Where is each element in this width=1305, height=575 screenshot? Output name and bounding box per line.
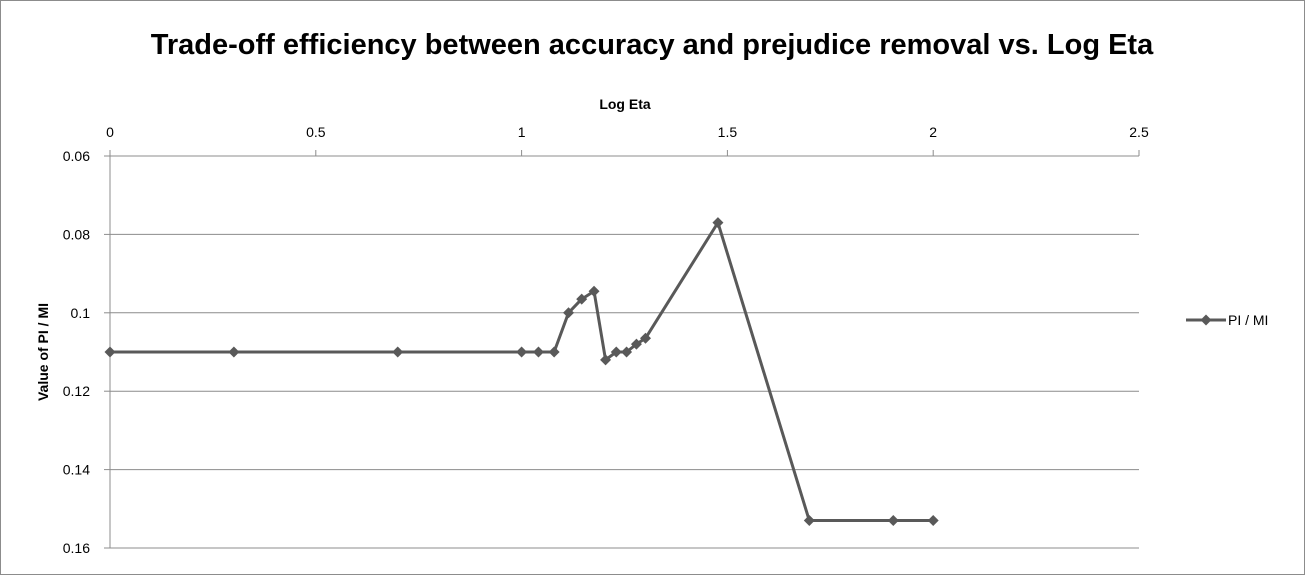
x-tick-label: 0 xyxy=(106,124,114,140)
data-point xyxy=(588,285,600,297)
data-point xyxy=(548,346,560,358)
legend-label: PI / MI xyxy=(1228,312,1268,328)
x-tick-label: 1 xyxy=(518,124,526,140)
data-point xyxy=(228,346,240,358)
series-line xyxy=(110,221,934,523)
data-point xyxy=(516,346,528,358)
legend-marker xyxy=(1200,314,1212,326)
data-point xyxy=(712,217,724,229)
data-point xyxy=(887,515,899,527)
data-point xyxy=(639,332,651,344)
data-point xyxy=(392,346,404,358)
legend: PI / MI xyxy=(1186,312,1268,328)
data-point xyxy=(600,354,612,366)
axes xyxy=(104,150,1140,549)
data-point xyxy=(576,293,588,305)
data-point xyxy=(621,346,633,358)
x-tick-label: 2 xyxy=(929,124,937,140)
x-tick-label: 1.5 xyxy=(718,124,738,140)
x-tick-label: 0.5 xyxy=(306,124,326,140)
data-point xyxy=(630,338,642,350)
y-tick-label: 0.14 xyxy=(63,462,90,478)
gridlines xyxy=(110,155,1139,549)
y-axis-title: Value of PI / MI xyxy=(35,303,51,401)
x-tick-label: 2.5 xyxy=(1129,124,1149,140)
data-point xyxy=(927,515,939,527)
y-tick-label: 0.06 xyxy=(63,148,90,164)
data-point xyxy=(104,346,116,358)
data-point xyxy=(610,346,622,358)
y-tick-label: 0.16 xyxy=(63,540,90,556)
data-point xyxy=(563,307,575,319)
tick-labels: 0.06 0.08 0.1 0.12 0.14 0.16 0 0.5 1 1.5 2 2.5 xyxy=(63,124,1149,556)
data-point xyxy=(532,346,544,358)
chart-title: Trade-off efficiency between accuracy an… xyxy=(151,29,1154,61)
y-tick-label: 0.12 xyxy=(63,383,90,399)
series-layer xyxy=(104,217,939,527)
data-point xyxy=(803,515,815,527)
x-axis-title: Log Eta xyxy=(599,96,651,112)
y-tick-label: 0.1 xyxy=(71,305,91,321)
y-tick-label: 0.08 xyxy=(63,226,90,242)
